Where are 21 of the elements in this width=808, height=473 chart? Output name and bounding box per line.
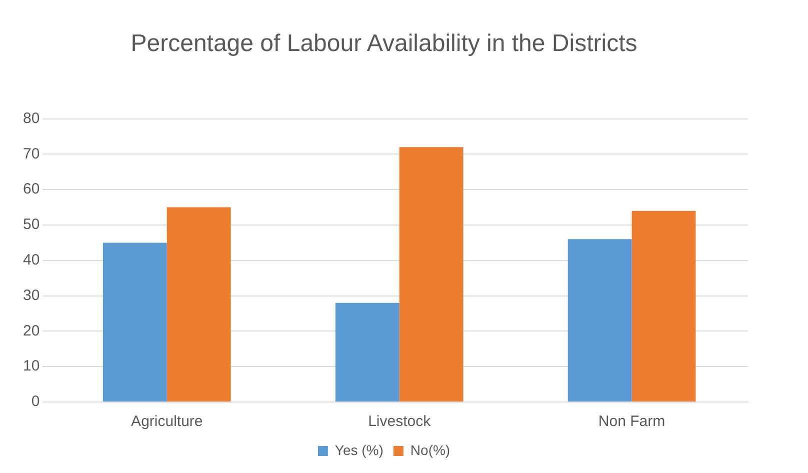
legend-label: Yes (%)	[334, 442, 384, 458]
bar	[399, 147, 464, 402]
bar	[102, 242, 167, 402]
y-tick-label: 50	[22, 216, 40, 234]
chart-title: Percentage of Labour Availability in the Districts	[130, 30, 638, 58]
y-tick-label: 30	[22, 286, 40, 304]
y-tick-label: 70	[22, 145, 40, 162]
y-tick-label: 20	[22, 322, 40, 340]
bar	[632, 210, 696, 402]
x-tick-label: Non Farm	[598, 413, 666, 430]
bar	[335, 302, 400, 402]
y-tick-label: 0	[31, 393, 40, 410]
y-tick-label: 10	[22, 358, 40, 375]
bar	[166, 207, 231, 402]
y-tick-label: 80	[22, 110, 40, 127]
y-tick-label: 40	[22, 252, 40, 269]
x-tick-label: Agriculture	[131, 413, 203, 430]
bar	[568, 239, 632, 402]
y-tick-label: 60	[22, 180, 40, 198]
x-tick-label: Livestock	[368, 413, 432, 430]
legend-label: No(%)	[410, 442, 450, 458]
